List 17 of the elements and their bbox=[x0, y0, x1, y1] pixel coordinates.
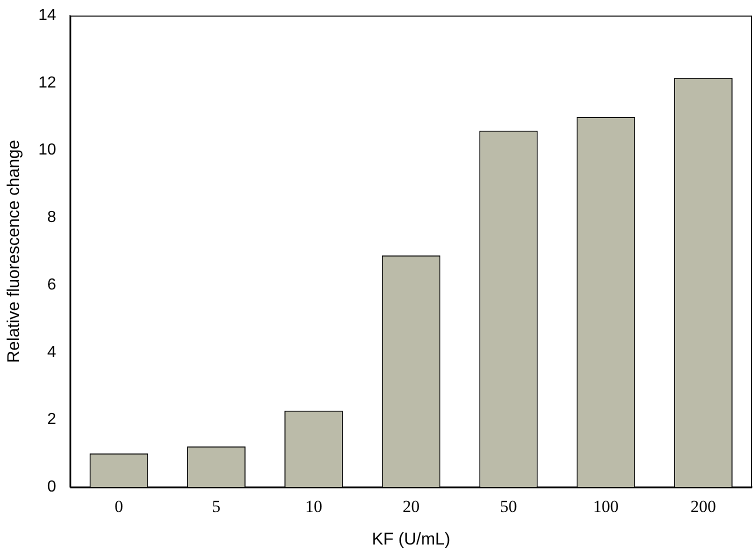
y-tick-label: 2 bbox=[47, 411, 56, 428]
y-tick-label: 12 bbox=[38, 74, 56, 92]
y-tick-label: 6 bbox=[47, 276, 56, 294]
y-tick-label: 4 bbox=[47, 344, 56, 361]
y-tick-label: 0 bbox=[47, 478, 56, 496]
y-tick-label: 8 bbox=[47, 209, 56, 226]
x-tick-label: 50 bbox=[500, 496, 517, 516]
x-tick-label: 20 bbox=[402, 496, 420, 516]
x-tick-label: 100 bbox=[593, 496, 619, 516]
x-tick-label: 200 bbox=[690, 496, 716, 516]
x-tick-label: 10 bbox=[305, 496, 322, 516]
x-axis-title: KF (U/mL) bbox=[372, 529, 450, 548]
x-tick-label: 5 bbox=[212, 496, 221, 516]
y-tick-label: 10 bbox=[38, 142, 56, 159]
y-tick-label: 14 bbox=[38, 7, 56, 24]
y-axis-title: Relative fluorescence change bbox=[4, 140, 23, 363]
x-tick-label: 0 bbox=[114, 496, 124, 516]
